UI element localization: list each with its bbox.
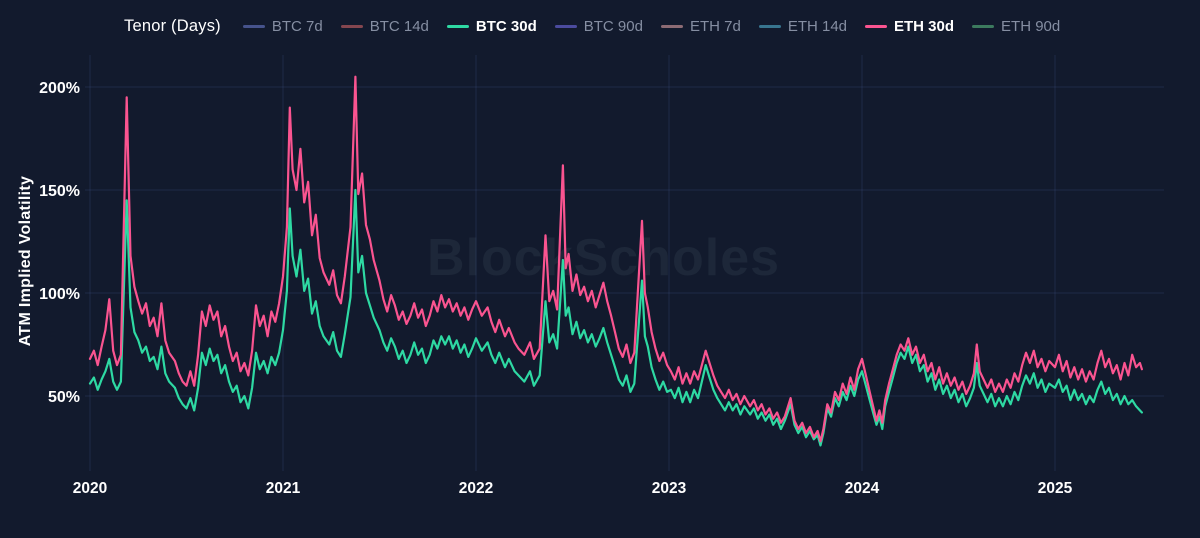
legend-swatch-icon (340, 24, 363, 28)
legend-swatch-icon (446, 24, 469, 28)
legend-item-label: BTC 7d (271, 17, 323, 35)
legend-swatch-icon (554, 24, 577, 28)
legend-item-label: ETH 30d (894, 17, 955, 35)
legend-title: Tenor (Days) (124, 16, 221, 35)
legend-item-label: BTC 90d (583, 17, 643, 35)
x-tick-label-2021: 2021 (266, 480, 301, 497)
series-line-btc-30d (88, 188, 1144, 447)
legend-swatch-icon (660, 24, 683, 28)
legend-item-btc-7d[interactable]: BTC 7d (242, 17, 323, 35)
x-tick-label-2023: 2023 (652, 480, 687, 497)
legend-swatch-icon (972, 24, 995, 28)
y-tick-label-200: 200% (39, 80, 80, 97)
legend-item-btc-30d[interactable]: BTC 30d (446, 17, 537, 35)
y-tick-label-100: 100% (39, 286, 80, 303)
legend-swatch-icon (242, 24, 265, 28)
series-line-eth-30d (88, 75, 1144, 443)
x-tick-label-2022: 2022 (459, 480, 493, 497)
legend: BTC 7d BTC 14d BTC 30d BTC 90d ETH 7d ETH 14d… (242, 17, 1060, 35)
y-tick-label-150: 150% (39, 183, 80, 200)
legend-item-label: BTC 30d (475, 17, 537, 35)
legend-item-label: BTC 14d (369, 17, 429, 35)
chart-header: Tenor (Days) BTC 7d BTC 14d BTC 30d BTC 90d… (124, 14, 1060, 38)
legend-item-eth-30d[interactable]: ETH 30d (865, 18, 954, 35)
legend-item-eth-90d[interactable]: ETH 90d (972, 18, 1060, 35)
legend-item-label: ETH 14d (787, 17, 848, 35)
legend-item-label: ETH 7d (689, 17, 741, 35)
legend-item-btc-90d[interactable]: BTC 90d (554, 17, 643, 35)
x-tick-label-2024: 2024 (845, 480, 880, 497)
legend-swatch-icon (865, 24, 888, 28)
legend-item-eth-14d[interactable]: ETH 14d (758, 17, 848, 35)
legend-item-label: ETH 90d (1001, 17, 1061, 35)
y-tick-label-50: 50% (48, 389, 80, 406)
legend-item-btc-14d[interactable]: BTC 14d (340, 17, 429, 35)
legend-item-eth-7d[interactable]: ETH 7d (660, 17, 741, 35)
x-tick-label-2025: 2025 (1038, 480, 1073, 497)
blockscholes-watermark: BlockScholes (427, 229, 781, 287)
x-tick-label-2020: 2020 (73, 480, 107, 497)
y-axis-title: ATM Implied Volatility (17, 175, 34, 347)
legend-swatch-icon (758, 24, 781, 28)
